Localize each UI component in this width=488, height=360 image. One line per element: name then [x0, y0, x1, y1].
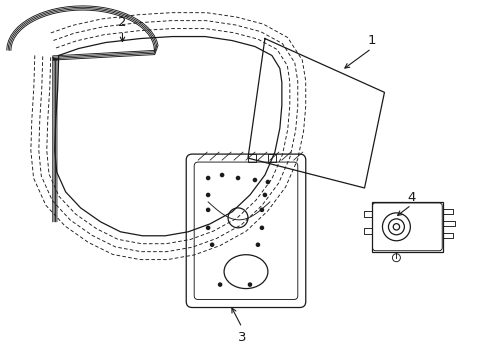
- Circle shape: [210, 243, 213, 246]
- Circle shape: [266, 180, 269, 184]
- Circle shape: [260, 208, 263, 211]
- Circle shape: [263, 193, 266, 197]
- Circle shape: [248, 283, 251, 286]
- Bar: [371, 202, 442, 252]
- Circle shape: [206, 176, 209, 180]
- Bar: [267, 154, 275, 162]
- Text: 1: 1: [366, 34, 375, 47]
- Text: 3: 3: [237, 331, 246, 344]
- Circle shape: [236, 176, 239, 180]
- Circle shape: [256, 243, 259, 246]
- Circle shape: [206, 208, 209, 211]
- Circle shape: [218, 283, 221, 286]
- Circle shape: [253, 179, 256, 181]
- Bar: [247, 154, 255, 162]
- Text: 4: 4: [407, 192, 415, 204]
- Circle shape: [206, 226, 209, 229]
- Circle shape: [206, 193, 209, 197]
- Circle shape: [220, 174, 223, 177]
- Text: 2: 2: [118, 16, 126, 29]
- Circle shape: [260, 226, 263, 229]
